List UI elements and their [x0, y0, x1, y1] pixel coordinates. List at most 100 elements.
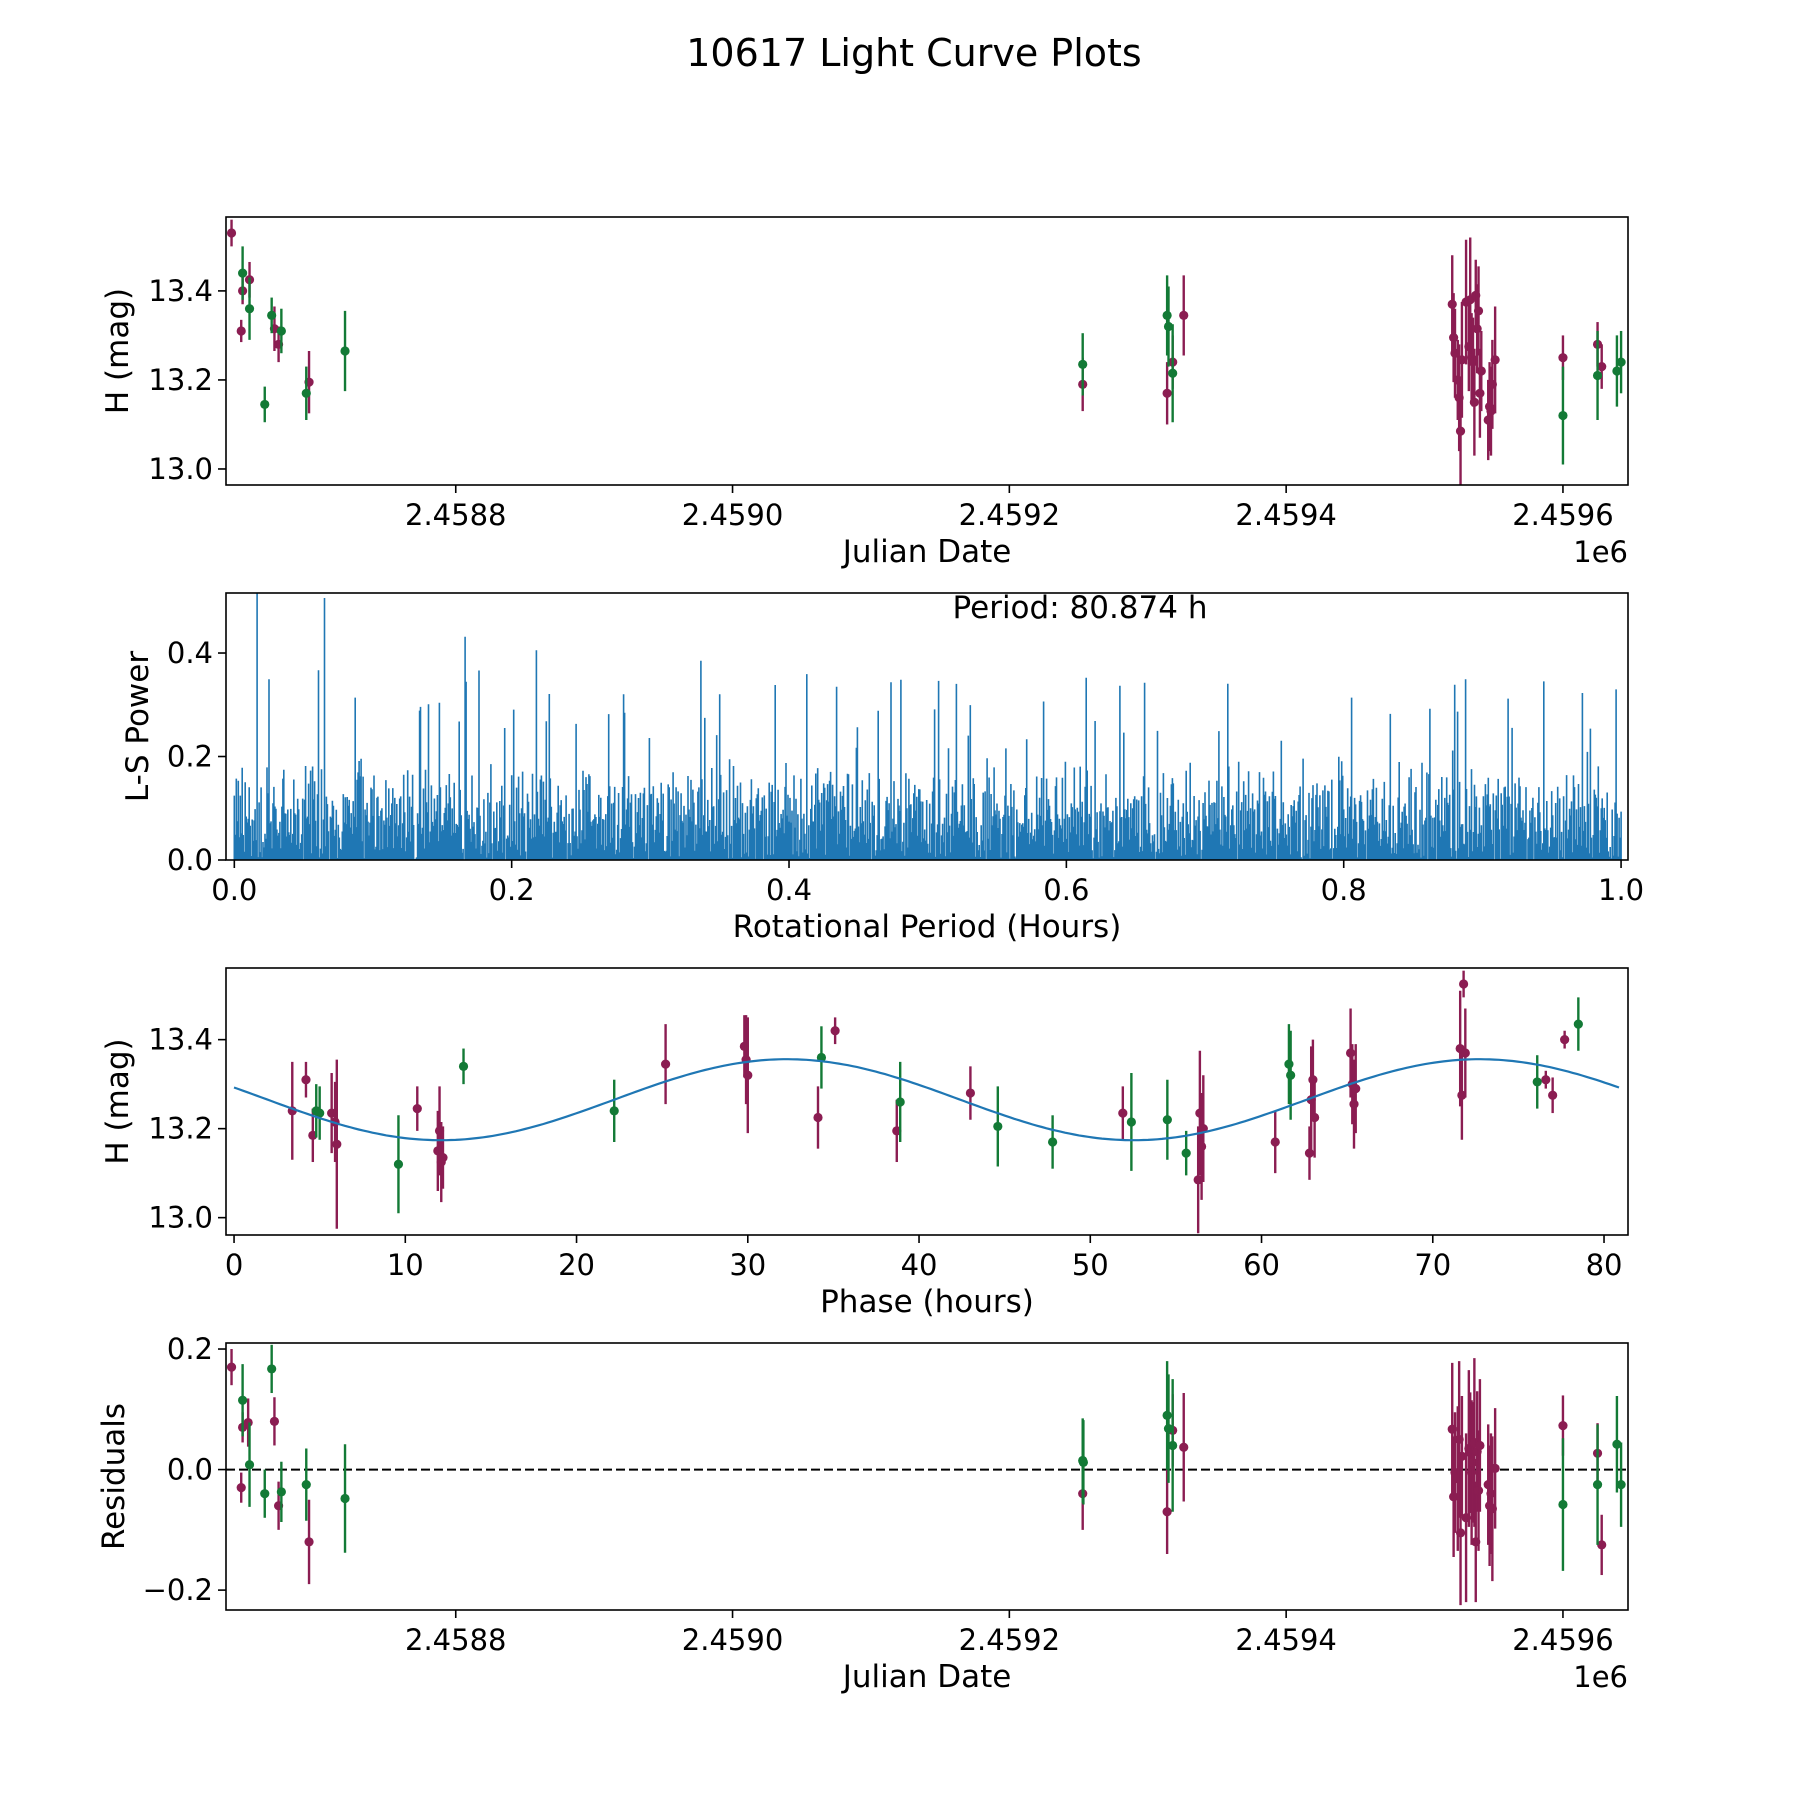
data-point — [1078, 1457, 1088, 1467]
data-point — [1163, 1423, 1174, 1434]
panel-residuals: 2.4588 2.4590 2.4592 2.4594 2.4596 −0.2 0.0 0.2… — [96, 1332, 1629, 1695]
data-point — [1181, 1148, 1191, 1158]
data-point — [1162, 310, 1172, 320]
data-point — [1308, 1075, 1318, 1085]
data-point — [267, 1364, 277, 1374]
data-point — [243, 1417, 253, 1428]
data-point — [332, 1139, 342, 1149]
data-point — [1473, 306, 1484, 316]
data-point — [1118, 1108, 1128, 1118]
data-point — [1162, 1115, 1172, 1125]
x-axis-label: Rotational Period (Hours) — [733, 909, 1122, 945]
data-point — [1286, 1070, 1296, 1080]
axes-frame — [225, 592, 1629, 861]
data-point — [1476, 366, 1486, 376]
data-point — [1310, 1112, 1320, 1123]
data-point — [236, 326, 246, 336]
periodogram-line — [233, 593, 1622, 860]
y-tick-label: 0.0 — [167, 843, 213, 877]
axes-frame — [225, 967, 1629, 1236]
data-point — [315, 1108, 325, 1118]
data-point — [412, 1104, 422, 1114]
data-point — [1460, 1048, 1470, 1058]
data-point — [1162, 388, 1172, 398]
data-point — [1349, 1099, 1359, 1109]
data-point — [1558, 1420, 1568, 1431]
x-tick-label: 2.4592 — [959, 1623, 1060, 1657]
data-point — [830, 1026, 840, 1036]
figure-title: 10617 Light Curve Plots — [686, 31, 1141, 75]
data-point — [1168, 1440, 1178, 1451]
data-point — [1597, 361, 1607, 372]
data-point — [1126, 1117, 1136, 1127]
data-point — [260, 399, 270, 410]
data-point — [1548, 1090, 1558, 1100]
x-tick-label: 2.4590 — [682, 1623, 783, 1657]
x-tick-label: 2.4588 — [405, 498, 506, 532]
data-point — [1475, 1440, 1485, 1451]
data-point — [236, 1483, 246, 1493]
axes-frame — [225, 1342, 1629, 1611]
data-point — [267, 310, 277, 320]
x-tick-label: 30 — [729, 1248, 766, 1282]
y-axis-label: L-S Power — [120, 651, 156, 802]
data-point — [1612, 1439, 1622, 1449]
data-point — [304, 1537, 314, 1547]
x-tick-label: 0.0 — [211, 873, 257, 907]
data-point — [965, 1088, 976, 1098]
data-point — [276, 326, 286, 336]
x-tick-label: 60 — [1243, 1248, 1280, 1282]
y-axis-label: H (mag) — [100, 288, 136, 414]
series-green — [311, 997, 1583, 1214]
data-point — [1078, 359, 1088, 369]
data-point — [244, 304, 255, 314]
x-tick-label: 2.4596 — [1512, 498, 1613, 532]
y-tick-label: 13.2 — [148, 363, 213, 397]
x-tick-label: 2.4594 — [1235, 1623, 1336, 1657]
data-point — [1573, 1019, 1583, 1029]
data-point — [1163, 321, 1174, 332]
x-offset-label: 1e6 — [1573, 1660, 1628, 1694]
data-point — [816, 1052, 827, 1063]
y-axis-label: H (mag) — [100, 1038, 136, 1164]
data-point — [1597, 1540, 1607, 1550]
y-tick-label: 13.2 — [148, 1112, 213, 1146]
axes-frame — [225, 216, 1629, 486]
model-curve — [233, 1058, 1620, 1142]
data-point — [1459, 979, 1469, 989]
x-offset-label: 1e6 — [1573, 535, 1628, 569]
series-purple — [226, 219, 1607, 485]
panel-periodogram: Period: 80.874 h 0.0 0.2 0.4 0.6 0.8 1.0 0.0 0.… — [120, 590, 1644, 945]
series-green — [238, 1344, 1626, 1571]
y-axis-label: Residuals — [96, 1403, 132, 1550]
data-point — [393, 1159, 404, 1169]
data-point — [340, 1493, 350, 1504]
data-point — [238, 1395, 248, 1405]
x-tick-label: 0.6 — [1043, 873, 1089, 907]
y-tick-label: 0.4 — [167, 636, 213, 670]
data-point — [1455, 426, 1466, 436]
x-tick-label: 10 — [387, 1248, 424, 1282]
data-point — [301, 1480, 311, 1490]
y-tick-label: 13.4 — [148, 274, 213, 308]
data-point — [1447, 299, 1457, 309]
data-point — [1616, 357, 1626, 367]
x-tick-label: 50 — [1072, 1248, 1109, 1282]
data-point — [238, 268, 248, 278]
data-point — [1048, 1137, 1058, 1147]
y-tick-label: 13.0 — [148, 452, 213, 486]
y-tick-label: −0.2 — [143, 1573, 213, 1607]
data-point — [1532, 1077, 1542, 1087]
panel-lightcurve: 2.4588 2.4590 2.4592 2.4594 2.4596 13.0 13.2 13… — [100, 216, 1629, 570]
data-point — [276, 1487, 286, 1497]
x-tick-label: 2.4590 — [682, 498, 783, 532]
x-tick-label: 1.0 — [1598, 873, 1644, 907]
data-point — [993, 1121, 1003, 1132]
data-point — [301, 388, 311, 398]
data-point — [1560, 1035, 1570, 1045]
data-point — [458, 1061, 469, 1071]
data-point — [340, 346, 350, 356]
data-point — [1162, 1507, 1172, 1517]
data-point — [1345, 1048, 1356, 1058]
